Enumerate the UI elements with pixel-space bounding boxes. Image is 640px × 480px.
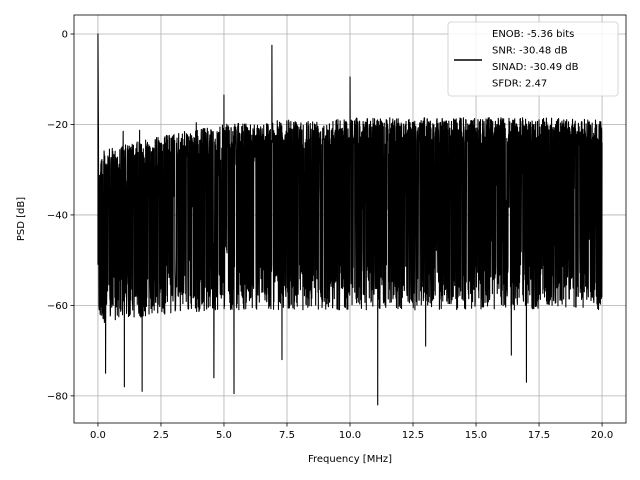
legend-entry-line: SNR: -30.48 dB	[492, 46, 568, 57]
y-tick-label: −20	[47, 120, 68, 131]
y-tick-label: −40	[47, 210, 68, 221]
plot-area	[97, 33, 603, 406]
x-axis-label: Frequency [MHz]	[308, 454, 392, 465]
legend-entry-line: SFDR: 2.47	[492, 79, 547, 90]
x-tick-label: 2.5	[153, 430, 169, 441]
x-tick-label: 20.0	[591, 430, 613, 441]
y-tick-label: −60	[47, 301, 68, 312]
legend-box	[447, 21, 619, 97]
x-tick-label: 5.0	[216, 430, 232, 441]
x-tick-label: 0.0	[90, 430, 106, 441]
y-tick-label: 0	[62, 29, 68, 40]
y-axis-label: PSD [dB]	[16, 197, 27, 241]
x-tick-label: 15.0	[465, 430, 487, 441]
y-axis-ticks: 0 −20 −40 −60 −80	[47, 29, 74, 402]
legend: ENOB: -5.36 bits SNR: -30.48 dB SINAD: -30…	[447, 21, 619, 97]
legend-entry-line: SINAD: -30.49 dB	[492, 62, 579, 73]
x-tick-label: 12.5	[402, 430, 424, 441]
y-tick-label: −80	[47, 391, 68, 402]
x-axis-ticks: 0.0 2.5 5.0 7.5 10.0 12.5 15.0 17.5 20.0	[90, 423, 613, 441]
x-tick-label: 17.5	[528, 430, 550, 441]
x-tick-label: 10.0	[339, 430, 361, 441]
psd-series-line	[97, 33, 603, 406]
x-tick-label: 7.5	[279, 430, 295, 441]
legend-entry-line: ENOB: -5.36 bits	[492, 29, 574, 40]
